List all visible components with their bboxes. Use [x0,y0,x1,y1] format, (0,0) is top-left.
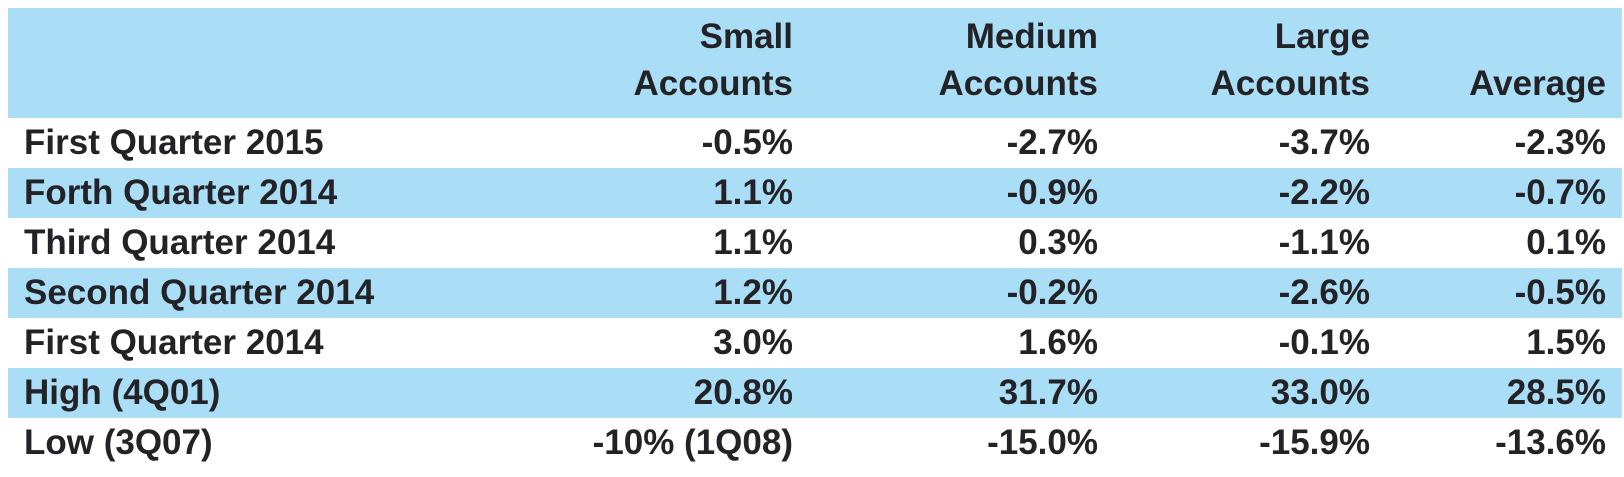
header-small-line1: Small [699,17,793,57]
cell-large: -3.7% [1278,123,1370,162]
table-row: Forth Quarter 2014 1.1% -0.9% -2.2% -0.7… [8,168,1622,218]
cell-medium: -15.0% [987,423,1098,462]
cell-medium: 31.7% [998,373,1098,412]
cell-average: 28.5% [1506,373,1606,412]
table-row: Low (3Q07) -10% (1Q08) -15.0% -15.9% -13… [8,418,1622,468]
table-row: First Quarter 2015 -0.5% -2.7% -3.7% -2.… [8,118,1622,168]
header-medium-line1: Medium [965,17,1098,57]
cell-medium: 0.3% [1018,223,1098,262]
cell-small: -10% (1Q08) [592,423,793,462]
cell-average: -13.6% [1495,423,1606,462]
header-medium-line2: Accounts [938,64,1098,104]
header-small-line2: Accounts [633,64,793,104]
row-label: Low (3Q07) [24,423,213,462]
cell-medium: -2.7% [1006,123,1098,162]
header-small-accounts: Small Accounts [430,8,793,118]
quarterly-returns-table: Small Accounts Medium Accounts Large Acc… [8,8,1622,468]
cell-average: -2.3% [1514,123,1606,162]
cell-large: -0.1% [1278,323,1370,362]
table-row: Second Quarter 2014 1.2% -0.2% -2.6% -0.… [8,268,1622,318]
cell-medium: -0.9% [1006,173,1098,212]
row-label: High (4Q01) [24,373,221,412]
cell-large: -1.1% [1278,223,1370,262]
row-label: Second Quarter 2014 [24,273,375,312]
row-label: First Quarter 2015 [24,123,324,162]
cell-small: 1.1% [713,223,793,262]
row-label: First Quarter 2014 [24,323,324,362]
header-empty [8,8,430,118]
cell-large: -15.9% [1259,423,1370,462]
header-row: Small Accounts Medium Accounts Large Acc… [8,8,1622,118]
cell-large: -2.6% [1278,273,1370,312]
cell-small: 3.0% [713,323,793,362]
cell-small: -0.5% [701,123,793,162]
header-large-line1: Large [1274,17,1370,57]
cell-average: 1.5% [1526,323,1606,362]
cell-medium: 1.6% [1018,323,1098,362]
table-row: Third Quarter 2014 1.1% 0.3% -1.1% 0.1% [8,218,1622,268]
row-label: Forth Quarter 2014 [24,173,338,212]
cell-average: 0.1% [1526,223,1606,262]
cell-medium: -0.2% [1006,273,1098,312]
header-medium-accounts: Medium Accounts [793,8,1098,118]
header-large-line2: Accounts [1210,64,1370,104]
cell-small: 1.2% [713,273,793,312]
table-row: High (4Q01) 20.8% 31.7% 33.0% 28.5% [8,368,1622,418]
cell-large: -2.2% [1278,173,1370,212]
table-row: First Quarter 2014 3.0% 1.6% -0.1% 1.5% [8,318,1622,368]
header-average: Average [1370,8,1622,118]
cell-small: 20.8% [693,373,793,412]
cell-large: 33.0% [1270,373,1370,412]
row-label: Third Quarter 2014 [24,223,336,262]
cell-small: 1.1% [713,173,793,212]
cell-average: -0.7% [1514,173,1606,212]
cell-average: -0.5% [1514,273,1606,312]
header-large-accounts: Large Accounts [1098,8,1370,118]
header-average-line2: Average [1469,64,1606,104]
